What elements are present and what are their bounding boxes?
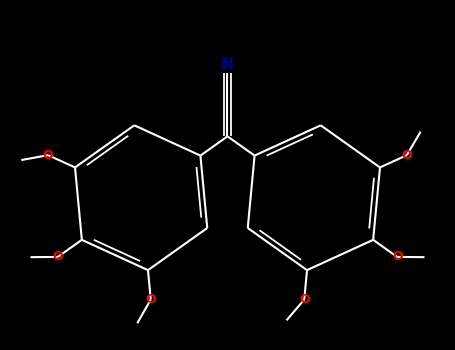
Text: O: O bbox=[146, 293, 156, 306]
Text: O: O bbox=[401, 149, 412, 162]
Text: N: N bbox=[221, 57, 234, 72]
Text: O: O bbox=[392, 251, 403, 264]
Text: O: O bbox=[299, 293, 309, 306]
Text: O: O bbox=[43, 149, 54, 162]
Text: O: O bbox=[52, 251, 63, 264]
